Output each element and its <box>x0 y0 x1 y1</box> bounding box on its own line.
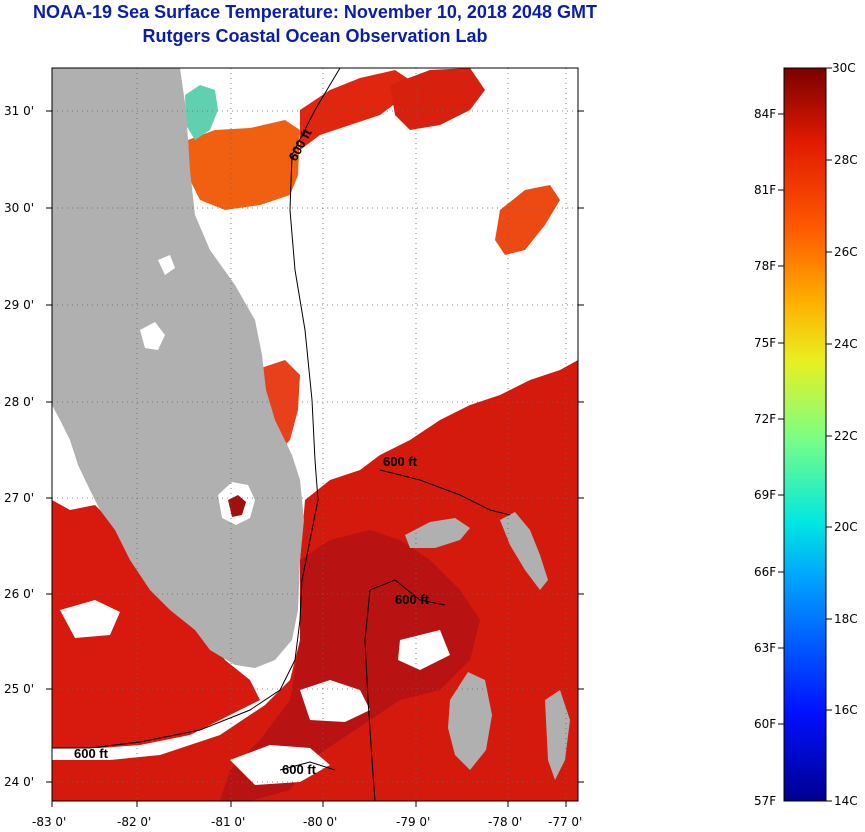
colorbar-label-14c: 14C <box>834 794 858 808</box>
contour-label-keys: 600 ft <box>282 762 317 777</box>
contour-label-gulf: 600 ft <box>74 746 109 761</box>
isobath-600ft-south <box>364 579 446 801</box>
inland-cloud <box>140 322 165 350</box>
cloud-patch-south <box>300 680 370 722</box>
colorbar-label-22c: 22C <box>834 429 858 443</box>
map-title: NOAA-19 Sea Surface Temperature: Novembe… <box>33 2 597 22</box>
map-frame <box>51 67 579 802</box>
longitude-axis <box>51 801 567 807</box>
cloud-patch-south-2 <box>230 745 330 785</box>
colorbar-label-75f: 75F <box>754 336 776 350</box>
lat-label-24: 24 0' <box>4 775 34 789</box>
exuma-islands <box>545 690 570 780</box>
colorbar-label-30c: 30C <box>832 61 856 75</box>
northern-orange-patch <box>188 120 300 210</box>
lon-label-80: -80 0' <box>303 815 337 829</box>
lat-label-27: 27 0' <box>4 491 34 505</box>
colorbar-label-66f: 66F <box>754 565 776 579</box>
colorbar-label-84f: 84F <box>754 107 776 121</box>
lon-label-82: -82 0' <box>117 815 151 829</box>
map-subtitle: Rutgers Coastal Ocean Observation Lab <box>142 26 488 46</box>
straits-dark-water <box>220 530 480 801</box>
lat-label-31: 31 0' <box>4 104 34 118</box>
lat-label-30: 30 0' <box>4 201 34 215</box>
colorbar-label-26c: 26C <box>834 245 858 259</box>
map-panel: 600 ft 600 ft 600 ft 600 ft 600 ft <box>52 68 578 801</box>
temperature-colorbar <box>783 67 827 802</box>
cloud-patch-gulf <box>60 600 120 638</box>
colorbar-label-69f: 69F <box>754 488 776 502</box>
isobath-600ft-keys <box>279 761 336 771</box>
east-orange-patch <box>495 185 560 255</box>
colorbar-label-24c: 24C <box>834 337 858 351</box>
lon-label-83: -83 0' <box>32 815 66 829</box>
colorbar-ticks <box>778 67 832 802</box>
cloud-patch-mid <box>330 400 400 450</box>
latitude-axis <box>46 110 584 783</box>
colorbar-label-63f: 63F <box>754 641 776 655</box>
contour-label-bahamas: 600 ft <box>383 454 418 469</box>
lat-label-28: 28 0' <box>4 395 34 409</box>
lon-label-77: -77 0' <box>548 815 582 829</box>
lat-label-25: 25 0' <box>4 682 34 696</box>
colorbar-label-20c: 20C <box>834 520 858 534</box>
colorbar-label-28c: 28C <box>834 153 858 167</box>
lat-label-26: 26 0' <box>4 587 34 601</box>
contour-label-south: 600 ft <box>395 592 430 607</box>
north-cool-patch <box>185 85 218 140</box>
lon-label-81: -81 0' <box>211 815 245 829</box>
cloud-patch-east <box>398 630 450 670</box>
colorbar-label-72f: 72F <box>754 412 776 426</box>
graticule <box>52 68 578 801</box>
grand-bahama <box>405 518 470 548</box>
lat-label-29: 29 0' <box>4 298 34 312</box>
abaco-island <box>500 512 548 590</box>
isobath-600ft-bahamas <box>379 469 511 516</box>
lon-label-79: -79 0' <box>396 815 430 829</box>
lon-label-78: -78 0' <box>488 815 522 829</box>
gulf-warm-water <box>52 500 260 748</box>
colorbar-label-81f: 81F <box>754 183 776 197</box>
colorbar-label-57f: 57F <box>754 794 776 808</box>
lake-water <box>228 495 246 517</box>
colorbar-label-78f: 78F <box>754 259 776 273</box>
colorbar-label-18c: 18C <box>834 612 858 626</box>
andros-island <box>448 672 492 770</box>
isobath-600ft-east <box>52 68 341 749</box>
colorbar-label-16c: 16C <box>834 703 858 717</box>
colorbar-label-60f: 60F <box>754 717 776 731</box>
inland-cloud-2 <box>158 255 175 275</box>
northeast-warm-patch <box>300 70 410 150</box>
offshore-red-patch <box>390 68 485 130</box>
